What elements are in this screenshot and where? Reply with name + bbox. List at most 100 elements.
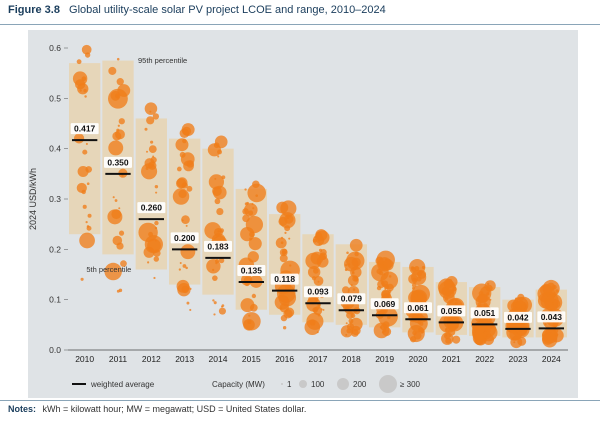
project-bubble xyxy=(313,276,324,286)
x-tick-label: 2015 xyxy=(242,354,261,364)
average-value-label: 0.061 xyxy=(407,303,429,313)
project-bubble xyxy=(213,142,220,149)
project-bubble xyxy=(322,308,325,311)
project-bubble xyxy=(382,321,390,329)
average-value-label: 0.260 xyxy=(141,203,163,213)
project-bubble xyxy=(452,286,457,292)
average-value-label: 0.118 xyxy=(274,274,295,284)
project-bubble xyxy=(341,286,350,294)
average-value-label: 0.042 xyxy=(507,312,529,322)
legend-size-circle xyxy=(299,380,307,388)
project-bubble xyxy=(79,232,95,249)
project-bubble xyxy=(413,293,418,298)
project-bubble xyxy=(117,84,131,97)
project-bubble xyxy=(79,89,82,92)
y-tick-label: 0.1 xyxy=(49,295,61,305)
project-bubble xyxy=(248,210,254,216)
project-bubble xyxy=(441,332,454,345)
project-bubble xyxy=(384,287,387,290)
project-bubble xyxy=(475,294,491,310)
project-bubble xyxy=(312,307,318,313)
project-bubble xyxy=(76,59,82,65)
project-bubble xyxy=(186,185,193,192)
average-value-label: 0.183 xyxy=(207,241,229,251)
project-bubble xyxy=(152,155,155,158)
project-bubble xyxy=(452,335,461,344)
project-bubble xyxy=(247,183,267,203)
project-bubble xyxy=(552,295,555,298)
project-bubble xyxy=(251,293,257,299)
average-label-bg xyxy=(237,265,266,277)
project-bubble xyxy=(85,221,88,224)
y-tick-label: 0.5 xyxy=(49,93,61,103)
project-bubble xyxy=(186,301,190,305)
project-bubble xyxy=(141,163,158,180)
x-tick-label: 2016 xyxy=(275,354,294,364)
project-bubble xyxy=(484,280,496,292)
project-bubble xyxy=(146,150,149,153)
average-value-label: 0.079 xyxy=(341,294,363,304)
project-bubble xyxy=(486,282,490,286)
notes-label: Notes: xyxy=(8,404,37,414)
project-bubble xyxy=(154,184,159,189)
project-bubble xyxy=(86,225,92,231)
project-bubble xyxy=(279,212,296,229)
project-bubble xyxy=(218,307,226,315)
project-bubble xyxy=(148,145,157,154)
y-tick-label: 0.2 xyxy=(49,244,61,254)
project-bubble xyxy=(116,78,124,86)
project-bubble xyxy=(240,226,255,242)
project-bubble xyxy=(353,277,359,282)
project-bubble xyxy=(351,257,361,267)
average-label-bg xyxy=(470,307,499,319)
project-bubble xyxy=(153,276,156,280)
project-bubble xyxy=(318,248,323,252)
project-bubble xyxy=(284,307,295,318)
project-bubble xyxy=(85,142,88,146)
project-bubble xyxy=(514,297,519,302)
project-bubble xyxy=(275,237,287,249)
project-bubble xyxy=(111,209,122,220)
project-bubble xyxy=(247,320,251,324)
project-bubble xyxy=(215,262,218,265)
project-bubble xyxy=(121,174,124,177)
project-bubble xyxy=(73,133,85,144)
project-bubble xyxy=(154,226,158,230)
project-bubble xyxy=(381,280,389,287)
project-bubble xyxy=(242,208,249,215)
percentile-band xyxy=(202,148,234,295)
average-label-bg xyxy=(137,202,166,214)
project-bubble xyxy=(185,224,188,227)
legend-size-circle xyxy=(281,383,283,385)
average-value-label: 0.055 xyxy=(441,306,463,316)
x-tick-label: 2014 xyxy=(209,354,228,364)
project-bubble xyxy=(147,261,150,264)
x-tick-label: 2017 xyxy=(309,354,328,364)
project-bubble xyxy=(346,311,354,319)
legend-size-label: 1 xyxy=(287,380,292,389)
average-label-bg xyxy=(170,232,199,244)
project-bubble xyxy=(176,177,188,188)
project-bubble xyxy=(279,254,288,263)
project-bubble xyxy=(152,113,160,120)
project-bubble xyxy=(317,313,321,317)
average-label-bg xyxy=(270,273,299,285)
project-bubble xyxy=(212,299,215,302)
project-bubble xyxy=(307,265,321,279)
project-bubble xyxy=(344,268,348,272)
project-bubble xyxy=(255,194,258,197)
project-bubble xyxy=(248,237,262,251)
project-bubble xyxy=(217,230,220,233)
project-bubble xyxy=(345,305,350,310)
project-bubble xyxy=(208,174,225,190)
project-bubble xyxy=(182,264,187,268)
project-bubble xyxy=(545,329,557,341)
project-bubble xyxy=(486,292,490,296)
project-bubble xyxy=(304,319,321,336)
project-bubble xyxy=(189,287,192,291)
project-bubble xyxy=(118,207,121,210)
project-bubble xyxy=(85,166,93,173)
project-bubble xyxy=(116,95,120,99)
project-bubble xyxy=(182,126,192,136)
project-bubble xyxy=(521,304,526,309)
